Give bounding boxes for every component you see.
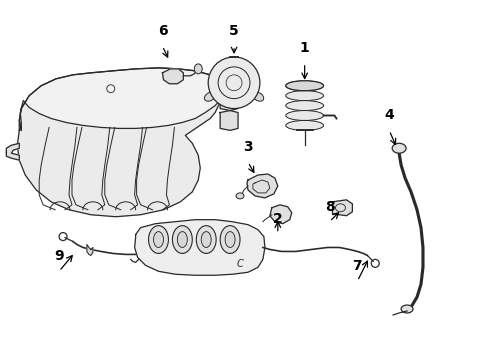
Ellipse shape xyxy=(220,226,240,253)
Polygon shape xyxy=(333,200,352,216)
Polygon shape xyxy=(87,244,93,255)
Ellipse shape xyxy=(286,121,323,130)
Ellipse shape xyxy=(253,92,264,101)
Polygon shape xyxy=(220,91,238,111)
Polygon shape xyxy=(19,68,225,130)
Ellipse shape xyxy=(204,92,216,101)
Ellipse shape xyxy=(236,193,244,199)
Ellipse shape xyxy=(286,91,323,100)
Text: 3: 3 xyxy=(243,140,253,154)
Text: 1: 1 xyxy=(300,41,310,55)
Polygon shape xyxy=(17,68,225,217)
Ellipse shape xyxy=(286,100,323,111)
Polygon shape xyxy=(220,111,238,130)
Polygon shape xyxy=(163,69,183,84)
Ellipse shape xyxy=(392,143,406,153)
Ellipse shape xyxy=(225,231,235,247)
Text: 9: 9 xyxy=(54,249,64,264)
Polygon shape xyxy=(6,143,19,160)
Polygon shape xyxy=(270,205,292,224)
Ellipse shape xyxy=(153,231,164,247)
Text: C: C xyxy=(237,259,244,269)
Ellipse shape xyxy=(286,111,323,121)
Text: 7: 7 xyxy=(352,259,362,273)
Polygon shape xyxy=(247,174,278,198)
Ellipse shape xyxy=(172,226,192,253)
Text: 2: 2 xyxy=(273,212,283,226)
Ellipse shape xyxy=(401,305,413,313)
Ellipse shape xyxy=(195,64,202,74)
Ellipse shape xyxy=(177,231,187,247)
Text: 5: 5 xyxy=(229,24,239,38)
Circle shape xyxy=(208,57,260,109)
Ellipse shape xyxy=(286,81,323,91)
Text: 4: 4 xyxy=(384,108,394,122)
Text: 8: 8 xyxy=(325,200,334,214)
Polygon shape xyxy=(135,220,265,275)
Ellipse shape xyxy=(148,226,169,253)
Ellipse shape xyxy=(286,81,323,91)
Ellipse shape xyxy=(201,231,211,247)
Ellipse shape xyxy=(196,226,216,253)
Text: 6: 6 xyxy=(158,24,167,38)
